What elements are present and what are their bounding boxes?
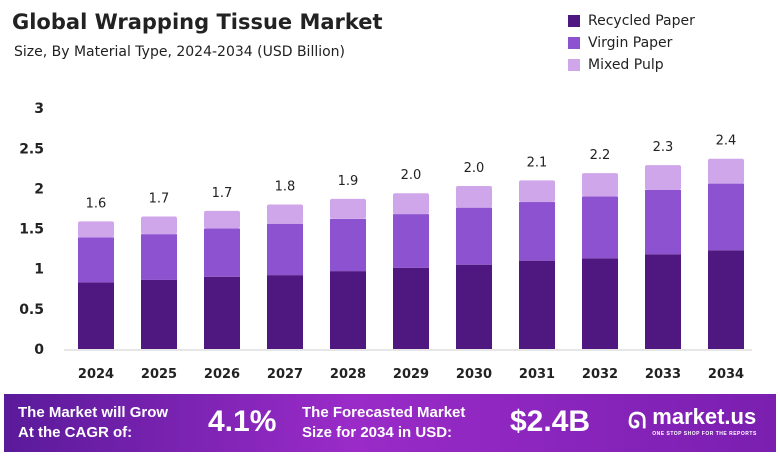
bar-segment-recycled-paper [141,279,177,349]
bar-segment-virgin-paper [519,202,555,261]
cagr-value: 4.1% [208,405,277,438]
y-tick-label: 0 [34,342,44,358]
bar-segment-recycled-paper [519,260,555,349]
bar-segment-recycled-paper [204,276,240,349]
bar-segment-virgin-paper [456,207,492,265]
bar-segment-mixed-pulp [708,158,744,184]
x-tick-label: 2027 [267,367,303,382]
x-tick-label: 2029 [393,367,429,382]
total-data-label: 2.4 [716,134,737,149]
x-tick-label: 2026 [204,367,240,382]
bar-segment-recycled-paper [582,258,618,349]
bar-segment-mixed-pulp [519,180,555,203]
bar-segment-mixed-pulp [456,185,492,208]
x-tick-label: 2034 [708,367,744,382]
bar-segment-virgin-paper [582,196,618,259]
forecast-label-line-1: The Forecasted Market [302,404,466,421]
y-tick-label: 1.5 [19,222,44,238]
bar-segment-virgin-paper [267,223,303,276]
forecast-value: $2.4B [510,405,591,438]
legend-swatch [568,59,580,71]
bar-segment-mixed-pulp [582,173,618,197]
legend-label: Recycled Paper [588,13,695,29]
total-data-label: 1.8 [275,179,296,194]
x-tick-label: 2028 [330,367,366,382]
bar-segment-mixed-pulp [645,165,681,191]
bar-segment-mixed-pulp [141,216,177,235]
x-tick-label: 2025 [141,367,177,382]
logo-text: market.us [652,404,757,429]
legend-swatch [568,15,580,27]
total-data-label: 2.1 [527,155,548,170]
bar-segment-virgin-paper [204,228,240,277]
total-data-label: 2.3 [653,140,674,155]
bar-segment-virgin-paper [141,234,177,280]
logo-tagline: ONE STOP SHOP FOR THE REPORTS [652,431,757,437]
bar-segment-recycled-paper [393,267,429,349]
bar-segment-mixed-pulp [78,221,114,238]
x-tick-label: 2030 [456,367,492,382]
bar-segment-recycled-paper [267,275,303,349]
total-data-label: 2.0 [401,168,422,183]
y-tick-label: 1 [34,262,44,278]
y-tick-label: 2 [34,181,44,197]
logo-icon: ᘏ [628,408,647,433]
bar-segment-virgin-paper [645,190,681,255]
forecast-label: The Forecasted Market Size for 2034 in US… [302,403,465,443]
x-tick-label: 2032 [582,367,618,382]
total-data-label: 1.7 [212,186,233,201]
bar-segment-virgin-paper [393,214,429,268]
bar-segment-virgin-paper [708,183,744,251]
bar-segment-virgin-paper [78,237,114,283]
bar-segment-recycled-paper [645,254,681,349]
y-tick-label: 0.5 [19,302,44,318]
logo-words: market.us ONE STOP SHOP FOR THE REPORTS [652,404,757,438]
chart-title: Global Wrapping Tissue Market [12,10,383,34]
cagr-label: The Market will Grow At the CAGR of: [18,403,168,443]
y-tick-label: 3 [34,101,44,117]
summary-banner: The Market will Grow At the CAGR of: 4.1%… [4,394,776,452]
bar-segment-recycled-paper [708,250,744,349]
legend-swatch [568,37,580,49]
total-data-label: 2.0 [464,161,485,176]
x-tick-label: 2031 [519,367,555,382]
forecast-label-line-2: Size for 2034 in USD: [302,424,453,441]
legend-item-virgin: Virgin Paper [568,32,695,54]
market-us-logo: ᘏ market.us ONE STOP SHOP FOR THE REPORT… [628,404,757,438]
y-tick-label: 2.5 [19,141,44,157]
bar-chart: 0 0.5 1 1.5 2 2.5 3 1.6 2024 1.7 2025 1.7 2026 1.8 202… [19,101,752,382]
chart-subtitle: Size, By Material Type, 2024-2034 (USD B… [14,44,346,60]
total-data-label: 1.9 [338,174,359,189]
cagr-label-line-2: At the CAGR of: [18,424,133,441]
bar-segment-recycled-paper [78,282,114,349]
legend-label: Mixed Pulp [588,57,664,73]
legend: Recycled Paper Virgin Paper Mixed Pulp [568,10,695,76]
legend-label: Virgin Paper [588,35,673,51]
bar-segment-virgin-paper [330,218,366,272]
x-tick-label: 2024 [78,367,114,382]
bar-segment-mixed-pulp [204,210,240,229]
legend-item-mixed: Mixed Pulp [568,54,695,76]
bar-segment-mixed-pulp [330,198,366,219]
bar-segment-recycled-paper [456,264,492,349]
bar-segment-mixed-pulp [267,204,303,224]
total-data-label: 1.7 [149,192,170,207]
bar-segment-mixed-pulp [393,193,429,215]
total-data-label: 1.6 [86,196,107,211]
cagr-label-line-1: The Market will Grow [18,404,169,421]
legend-item-recycled: Recycled Paper [568,10,695,32]
bar-segment-recycled-paper [330,271,366,349]
total-data-label: 2.2 [590,148,611,163]
x-tick-label: 2033 [645,367,681,382]
